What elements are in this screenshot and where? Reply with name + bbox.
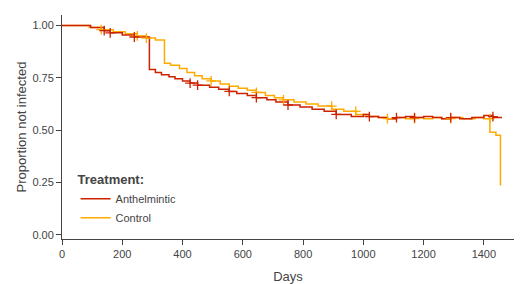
svg-text:1.00: 1.00 bbox=[32, 19, 53, 31]
svg-text:Treatment:: Treatment: bbox=[78, 172, 144, 187]
svg-text:Anthelmintic: Anthelmintic bbox=[116, 193, 176, 205]
svg-text:1000: 1000 bbox=[351, 248, 375, 260]
svg-text:0.00: 0.00 bbox=[32, 229, 53, 241]
svg-text:1200: 1200 bbox=[411, 248, 435, 260]
svg-text:0.25: 0.25 bbox=[32, 176, 53, 188]
svg-text:Control: Control bbox=[116, 212, 151, 224]
svg-text:600: 600 bbox=[234, 248, 252, 260]
svg-text:0.75: 0.75 bbox=[32, 72, 53, 84]
svg-text:0: 0 bbox=[59, 248, 65, 260]
svg-text:200: 200 bbox=[113, 248, 131, 260]
svg-text:0.50: 0.50 bbox=[32, 124, 53, 136]
svg-text:Days: Days bbox=[273, 269, 303, 284]
svg-text:Proportion not infected: Proportion not infected bbox=[14, 62, 29, 193]
svg-text:1400: 1400 bbox=[472, 248, 496, 260]
svg-text:400: 400 bbox=[173, 248, 191, 260]
svg-text:800: 800 bbox=[294, 248, 312, 260]
